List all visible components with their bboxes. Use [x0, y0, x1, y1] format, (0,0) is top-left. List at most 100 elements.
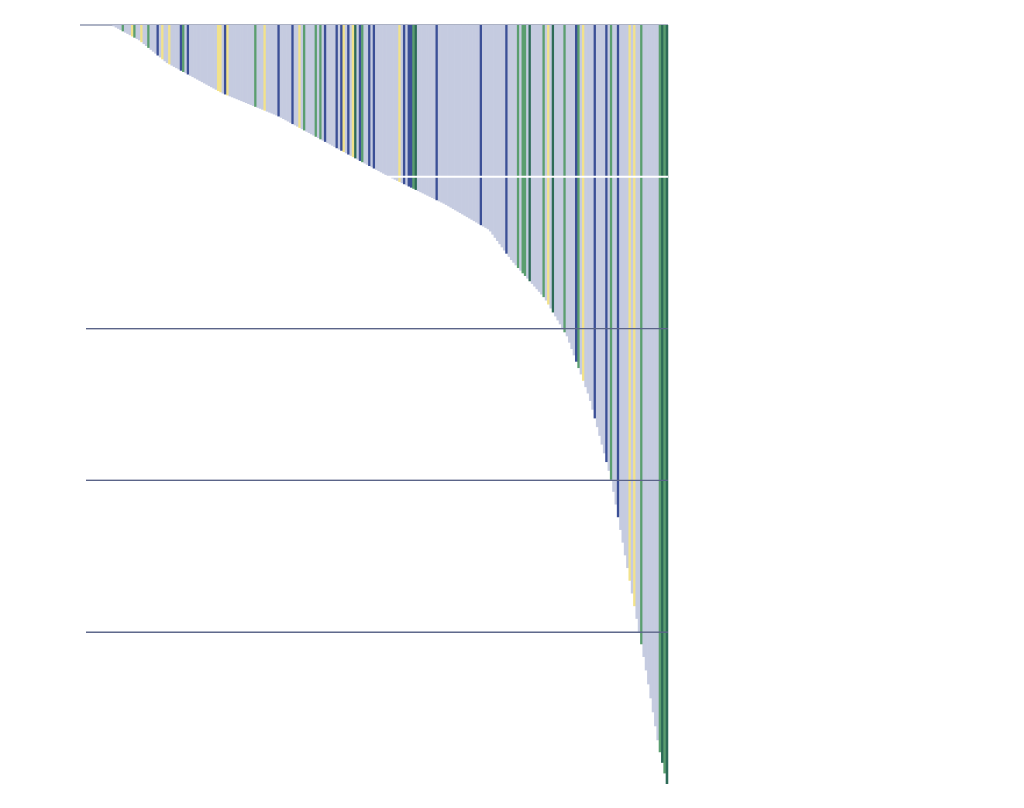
bar [626, 25, 629, 569]
bar [433, 25, 436, 200]
bar [216, 25, 220, 92]
bar [319, 25, 322, 140]
bar [575, 25, 578, 362]
bar [142, 25, 146, 45]
bar [170, 25, 174, 66]
bar [663, 25, 666, 774]
bar [465, 25, 469, 218]
bar [440, 25, 443, 203]
bar [175, 25, 178, 69]
bar [409, 25, 413, 188]
bar [196, 25, 199, 80]
bar [214, 25, 218, 90]
bar [437, 25, 441, 202]
bar [296, 25, 299, 127]
bar [526, 25, 529, 279]
bar [168, 25, 171, 65]
bar [182, 25, 185, 72]
bar [363, 25, 367, 164]
bar [472, 25, 476, 222]
bar [430, 25, 434, 198]
bar [486, 25, 490, 230]
bar [542, 25, 546, 298]
bar [328, 25, 332, 145]
bar [584, 25, 587, 388]
bar [493, 25, 497, 238]
bar [219, 25, 222, 93]
bar [237, 25, 241, 101]
bar [335, 25, 339, 149]
bar [370, 25, 373, 168]
bar [377, 25, 380, 172]
bar [161, 25, 164, 60]
bar [405, 25, 408, 186]
bar [512, 25, 515, 263]
bar [428, 25, 432, 197]
bar [551, 25, 555, 313]
bar [412, 25, 415, 189]
bar [530, 25, 534, 284]
bar [391, 25, 394, 179]
bar [326, 25, 329, 144]
bar [349, 25, 353, 156]
bar [616, 25, 620, 518]
bar [458, 25, 462, 214]
bar [212, 25, 215, 89]
bar [444, 25, 448, 205]
bar [379, 25, 383, 173]
bar [416, 25, 420, 192]
bar [112, 25, 115, 27]
bar [630, 25, 634, 594]
bar [282, 25, 285, 119]
bar [226, 25, 229, 96]
bar [347, 25, 350, 155]
bar [395, 25, 399, 181]
bar [321, 25, 325, 141]
bar [651, 25, 655, 713]
bar [221, 25, 225, 94]
bar [468, 25, 471, 219]
bar [372, 25, 376, 169]
bar [365, 25, 369, 165]
bar [516, 25, 520, 269]
bar [291, 25, 294, 125]
bar [549, 25, 552, 309]
bar [477, 25, 480, 224]
bar [116, 25, 120, 29]
bar [484, 25, 487, 228]
bar [577, 25, 580, 369]
bar [435, 25, 439, 201]
bar [249, 25, 253, 105]
bar [277, 25, 280, 117]
bar [179, 25, 183, 71]
bar [635, 25, 639, 619]
bar [314, 25, 318, 137]
bar [389, 25, 392, 178]
bar [488, 25, 492, 232]
bar [375, 25, 378, 170]
bar [649, 25, 652, 699]
bar [475, 25, 478, 223]
bar [235, 25, 239, 100]
bar [656, 25, 659, 741]
bar [558, 25, 562, 325]
bar [451, 25, 455, 209]
bar [386, 25, 390, 177]
bar [614, 25, 618, 505]
bar [563, 25, 566, 333]
bar [358, 25, 362, 161]
bar [642, 25, 646, 657]
bar [398, 25, 401, 182]
bar [289, 25, 292, 123]
bar [240, 25, 243, 102]
bar [607, 25, 611, 471]
bar [156, 25, 160, 56]
bar [279, 25, 283, 118]
bar [654, 25, 657, 727]
bar [570, 25, 573, 350]
bar [186, 25, 190, 75]
bar [151, 25, 155, 52]
bar [172, 25, 176, 67]
bar [423, 25, 427, 195]
